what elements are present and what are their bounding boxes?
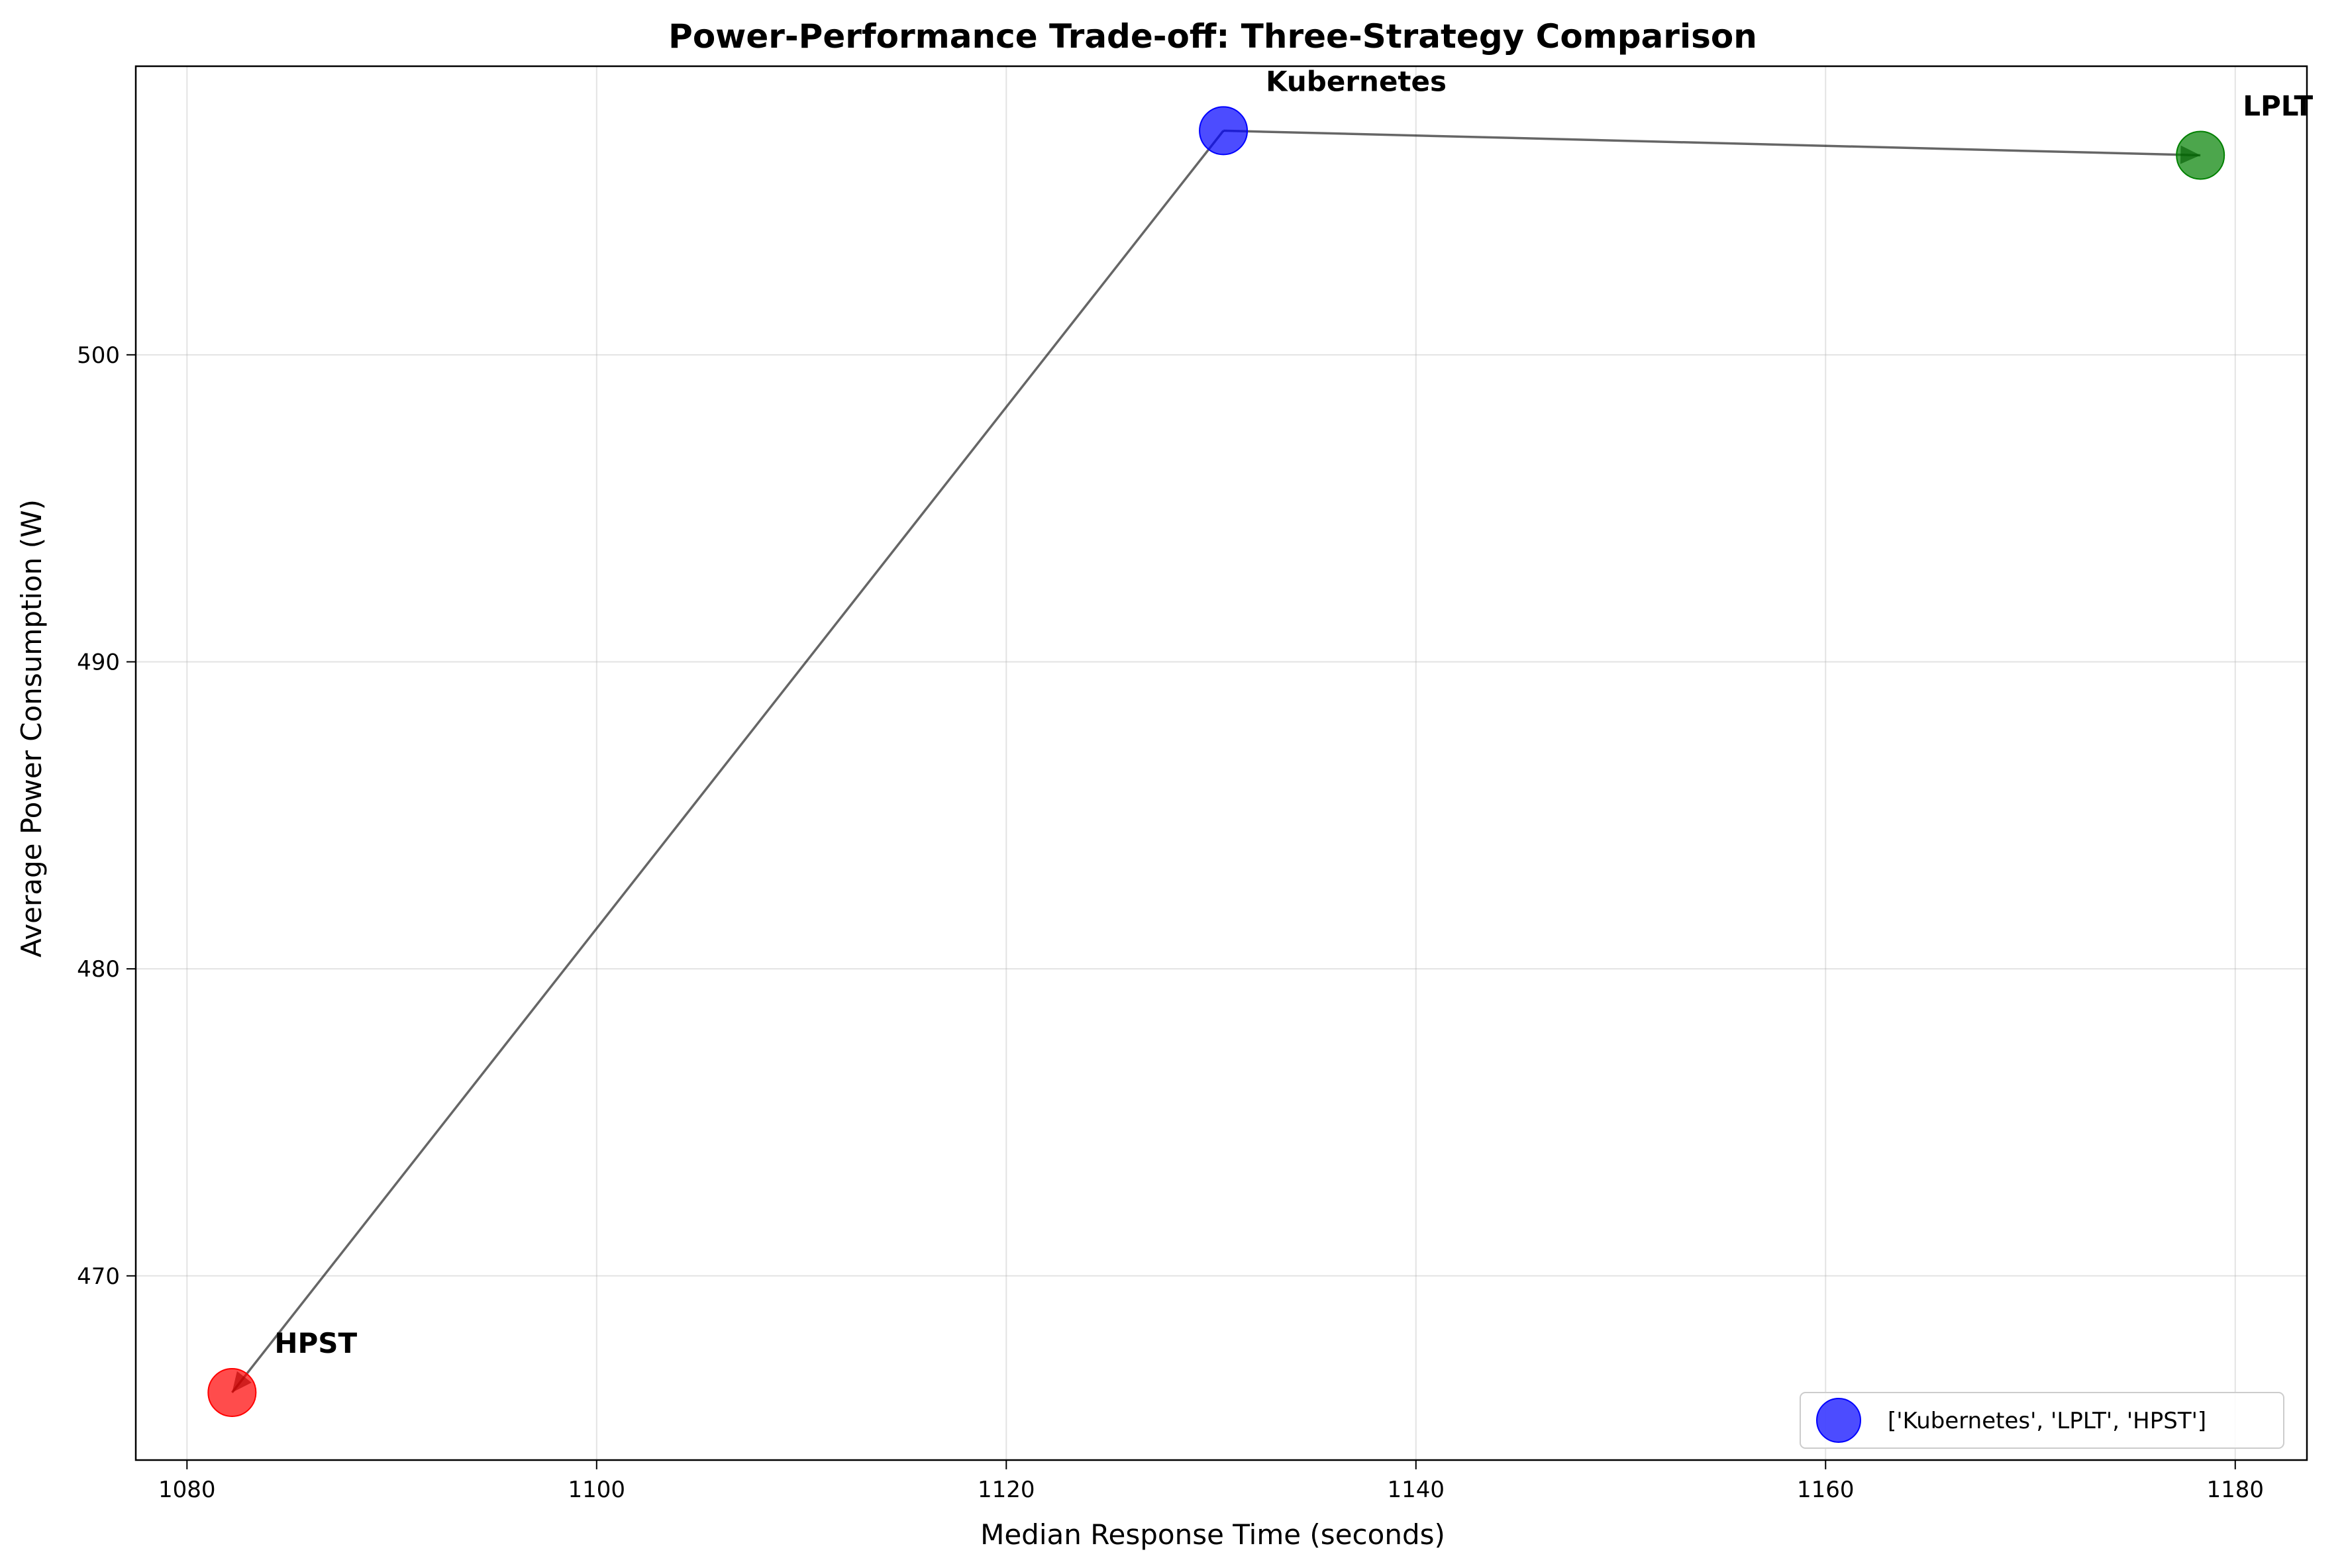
point-kubernetes bbox=[1199, 106, 1249, 156]
y-tick-label: 490 bbox=[77, 649, 120, 675]
point-hpst bbox=[207, 1367, 257, 1417]
legend-marker bbox=[1816, 1398, 1861, 1443]
point-labels: Kubernetes LPLT HPST bbox=[274, 65, 2313, 1359]
legend-label: ['Kubernetes', 'LPLT', 'HPST'] bbox=[1888, 1408, 2206, 1434]
plot-frame bbox=[134, 65, 2308, 1461]
data-points bbox=[207, 106, 2225, 1417]
point-label-kubernetes: Kubernetes bbox=[1266, 65, 1447, 97]
arrow-line bbox=[230, 130, 1225, 1394]
chart-title: Power-Performance Trade-off: Three-Strat… bbox=[668, 17, 1757, 56]
x-axis-label: Median Response Time (seconds) bbox=[980, 1518, 1445, 1551]
y-tick-label: 500 bbox=[77, 342, 120, 369]
x-tick-label: 1120 bbox=[978, 1477, 1035, 1503]
arrow-line bbox=[1223, 129, 2201, 157]
x-tick-label: 1160 bbox=[1797, 1477, 1855, 1503]
y-axis-label: Average Power Consumption (W) bbox=[15, 499, 48, 957]
y-tick-label: 470 bbox=[77, 1263, 120, 1290]
axis-ticks: 1080 1100 1120 1140 1160 1180 470 480 490 500 bbox=[77, 342, 2264, 1503]
grid-lines bbox=[136, 66, 2307, 1460]
point-label-lplt: LPLT bbox=[2243, 89, 2313, 122]
x-tick-label: 1180 bbox=[2206, 1477, 2264, 1503]
point-label-hpst: HPST bbox=[274, 1327, 357, 1359]
x-tick-label: 1080 bbox=[158, 1477, 216, 1503]
legend: ['Kubernetes', 'LPLT', 'HPST'] bbox=[1800, 1392, 2284, 1449]
x-tick-label: 1100 bbox=[568, 1477, 626, 1503]
x-tick-label: 1140 bbox=[1388, 1477, 1445, 1503]
legend-box bbox=[1800, 1392, 2284, 1449]
point-lplt bbox=[2176, 130, 2225, 180]
y-tick-label: 480 bbox=[77, 956, 120, 983]
